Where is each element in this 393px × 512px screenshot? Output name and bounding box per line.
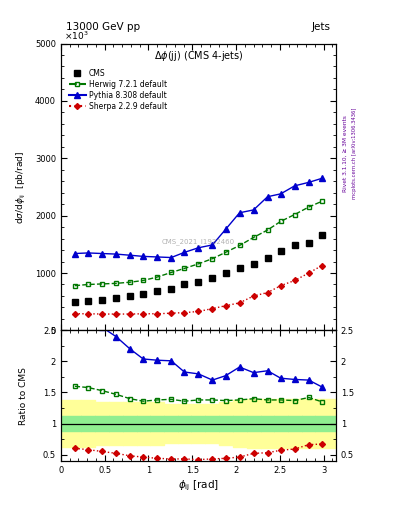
Text: CMS_2021_I1932460: CMS_2021_I1932460 xyxy=(162,238,235,245)
Y-axis label: d$\sigma$/d$\phi_{\rm ij}$  [pb/rad]: d$\sigma$/d$\phi_{\rm ij}$ [pb/rad] xyxy=(15,151,28,224)
Text: $\Delta\phi$(jj) (CMS 4-jets): $\Delta\phi$(jj) (CMS 4-jets) xyxy=(154,49,243,63)
Text: Jets: Jets xyxy=(312,22,331,32)
Text: 13000 GeV pp: 13000 GeV pp xyxy=(66,22,141,32)
Legend: CMS, Herwig 7.2.1 default, Pythia 8.308 default, Sherpa 2.2.9 default: CMS, Herwig 7.2.1 default, Pythia 8.308 … xyxy=(68,68,169,112)
Text: Rivet 3.1.10, ≥ 3M events: Rivet 3.1.10, ≥ 3M events xyxy=(343,115,348,192)
Y-axis label: Ratio to CMS: Ratio to CMS xyxy=(19,367,28,424)
Text: $\times10^{3}$: $\times10^{3}$ xyxy=(64,30,88,42)
X-axis label: $\phi_{\rm ij}$ [rad]: $\phi_{\rm ij}$ [rad] xyxy=(178,479,219,493)
Text: mcplots.cern.ch [arXiv:1306.3436]: mcplots.cern.ch [arXiv:1306.3436] xyxy=(352,108,357,199)
